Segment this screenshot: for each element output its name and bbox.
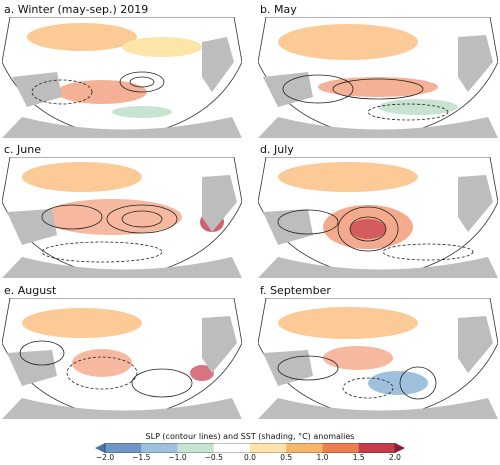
antarctica-land bbox=[2, 117, 242, 138]
colorbar-tick-label: 2.0 bbox=[389, 453, 401, 462]
colorbar-cell bbox=[286, 443, 323, 453]
map bbox=[2, 157, 242, 278]
panel-title: a. Winter (may-sep.) 2019 bbox=[4, 3, 149, 16]
colorbar-cell bbox=[177, 443, 215, 453]
colorbar-cell bbox=[250, 443, 287, 453]
colorbar-title: SLP (contour lines) and SST (shading, °C… bbox=[145, 432, 355, 441]
colorbar-tick-label: −1.0 bbox=[168, 453, 187, 462]
panel-title: e. August bbox=[4, 284, 57, 297]
map bbox=[258, 17, 498, 138]
panel-a: a. Winter (may-sep.) 2019 bbox=[2, 3, 242, 138]
panel-title: d. July bbox=[260, 143, 294, 156]
colorbar-tick-label: −1.5 bbox=[132, 453, 151, 462]
colorbar-tick-label: 1.0 bbox=[316, 453, 329, 462]
south-america-land bbox=[202, 37, 234, 92]
colorbar-tick-label: 0.0 bbox=[244, 453, 256, 462]
panel-e: e. August bbox=[2, 284, 242, 419]
colorbar-tick-label: −2.0 bbox=[95, 453, 115, 462]
colorbar-cell bbox=[358, 443, 396, 453]
panel-title: b. May bbox=[260, 3, 297, 16]
panel-b: b. May bbox=[258, 3, 498, 138]
colorbar-tick-label: 0.5 bbox=[280, 453, 293, 462]
panel-f: f. September bbox=[258, 284, 498, 419]
colorbar-tick-label: 1.5 bbox=[352, 453, 365, 462]
panel-title: f. September bbox=[260, 284, 331, 297]
map bbox=[2, 17, 242, 138]
colorbar-cell bbox=[213, 443, 251, 453]
map bbox=[2, 298, 242, 419]
colorbar-arrow-left bbox=[95, 443, 105, 453]
panel-d: d. July bbox=[258, 143, 498, 278]
panel-title: c. June bbox=[4, 143, 41, 156]
colorbar-cell bbox=[141, 443, 178, 453]
colorbar bbox=[95, 443, 405, 453]
colorbar-cell bbox=[322, 443, 360, 453]
colorbar-cell bbox=[105, 443, 142, 453]
panel-c: c. June bbox=[2, 143, 242, 278]
colorbar-tick-label: −0.5 bbox=[204, 453, 223, 462]
colorbar-arrow-right bbox=[395, 443, 405, 453]
map bbox=[258, 298, 498, 419]
map bbox=[258, 157, 498, 278]
